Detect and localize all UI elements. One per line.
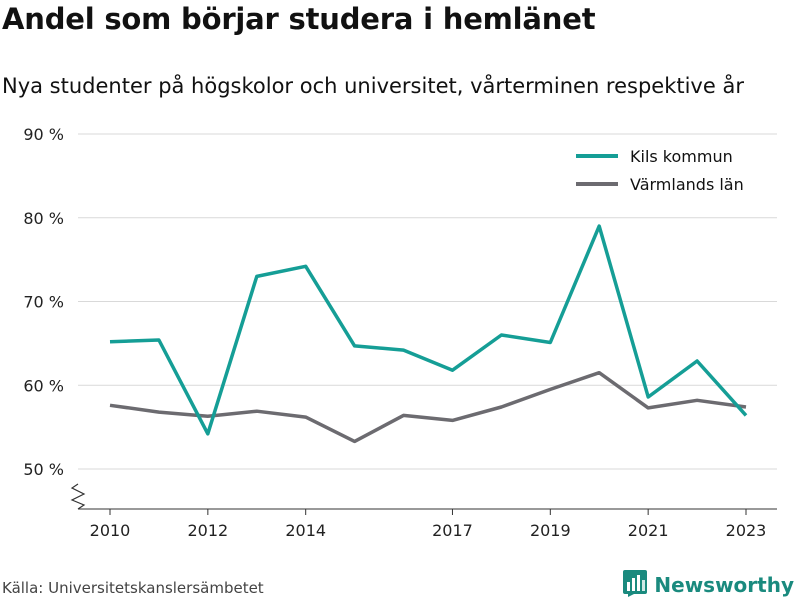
axis-break-icon [70, 483, 86, 510]
series-line [109, 370, 747, 444]
x-tick-label: 2010 [90, 521, 131, 540]
chart-title: Andel som börjar studera i hemlänet [2, 2, 596, 36]
series-lines [109, 224, 748, 444]
series-line [109, 224, 748, 436]
x-tick-label: 2017 [432, 521, 473, 540]
y-tick-label: 50 % [23, 460, 64, 479]
source-note: Källa: Universitetskanslersämbetet [2, 579, 264, 597]
legend-label: Värmlands län [630, 175, 744, 194]
x-tick-label: 2023 [726, 521, 767, 540]
legend: Kils kommun Värmlands län [576, 147, 744, 194]
newsworthy-logo-icon [622, 569, 648, 601]
y-tick-label: 90 % [23, 125, 64, 144]
y-tick-label: 80 % [23, 209, 64, 228]
brand-logo: Newsworthy [622, 569, 794, 601]
axes [70, 483, 777, 510]
y-axis-ticks: 90 % 80 % 70 % 60 % 50 % [23, 125, 64, 479]
x-axis-ticks: 2010 2012 2014 2017 2019 2021 2023 [90, 509, 767, 540]
chart-subtitle: Nya studenter på högskolor och universit… [2, 74, 744, 98]
x-tick-label: 2012 [187, 521, 228, 540]
legend-label: Kils kommun [630, 147, 733, 166]
y-tick-label: 70 % [23, 293, 64, 312]
x-tick-label: 2014 [285, 521, 326, 540]
x-tick-label: 2019 [530, 521, 571, 540]
x-tick-label: 2021 [628, 521, 669, 540]
brand-name: Newsworthy [654, 573, 794, 597]
y-tick-label: 60 % [23, 376, 64, 395]
gridlines [78, 133, 777, 470]
